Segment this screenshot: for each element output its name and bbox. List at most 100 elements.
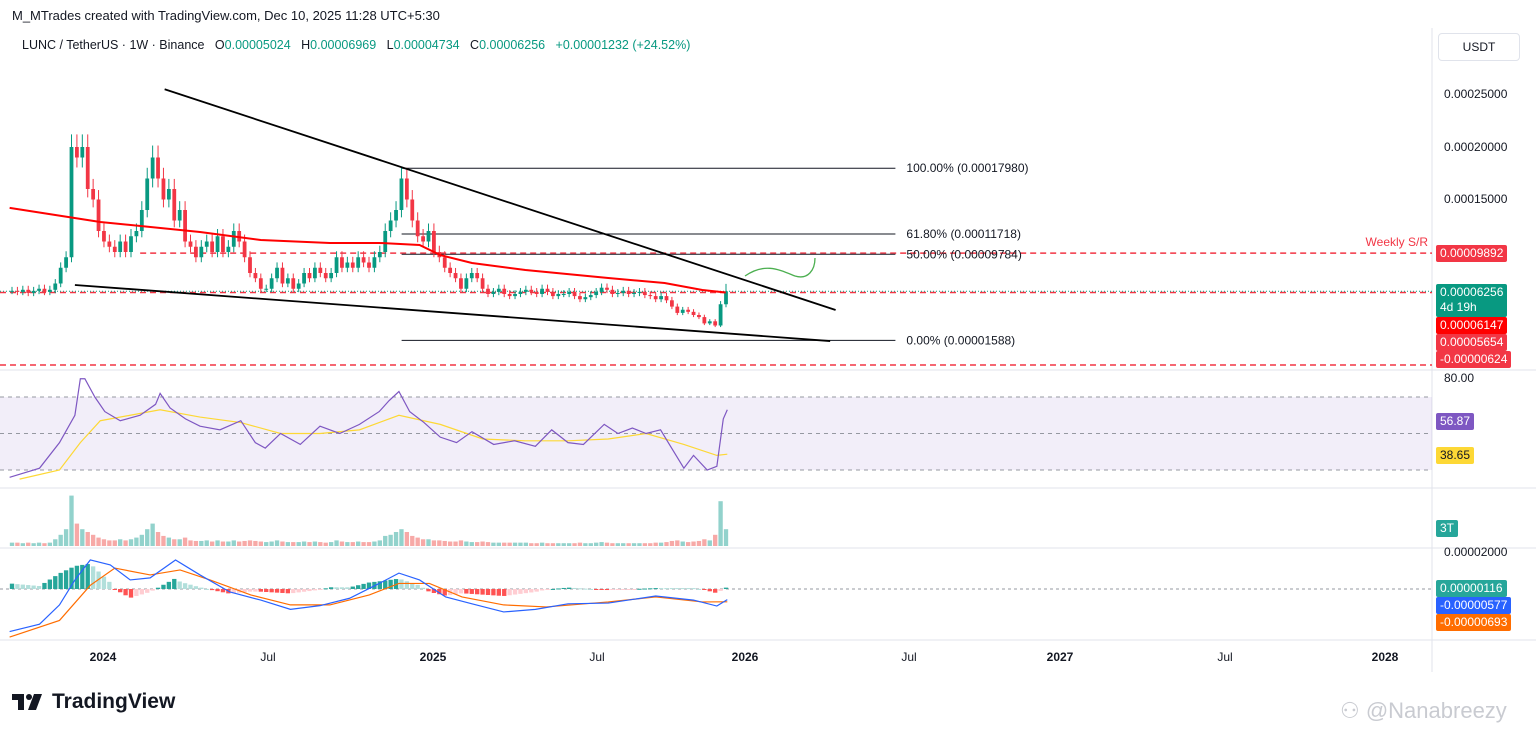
candle-body bbox=[659, 296, 663, 300]
currency-button[interactable]: USDT bbox=[1438, 33, 1520, 61]
volume-bar bbox=[534, 543, 539, 546]
macd-histogram-bar bbox=[215, 589, 220, 592]
volume-bar bbox=[539, 542, 545, 546]
macd-histogram-bar bbox=[258, 589, 263, 592]
volume-bar bbox=[226, 541, 231, 546]
candle-body bbox=[588, 295, 593, 298]
macd-histogram-bar bbox=[545, 589, 550, 590]
candle-body bbox=[540, 288, 544, 294]
macd-histogram-bar bbox=[388, 579, 393, 589]
macd-histogram-bar bbox=[485, 589, 491, 595]
time-tick: 2027 bbox=[1046, 650, 1074, 664]
volume-bar bbox=[372, 541, 377, 546]
candle-body bbox=[139, 210, 144, 231]
macd-histogram-bar bbox=[128, 589, 134, 598]
volume-bar bbox=[723, 529, 729, 546]
candle-body bbox=[545, 288, 550, 292]
volume-bar bbox=[15, 542, 20, 546]
candle-body bbox=[594, 291, 599, 296]
candle-body bbox=[107, 241, 112, 247]
candle-body bbox=[334, 257, 339, 273]
macd-histogram-bar bbox=[561, 587, 566, 589]
candle-body bbox=[356, 257, 361, 268]
volume-bar bbox=[269, 541, 274, 546]
macd-histogram-bar bbox=[496, 589, 501, 596]
volume-bar bbox=[291, 542, 296, 546]
macd-histogram-bar bbox=[36, 585, 42, 589]
macd-histogram-bar bbox=[637, 588, 642, 590]
logo-text: TradingView bbox=[52, 690, 176, 713]
candle-body bbox=[166, 189, 171, 200]
candle-body bbox=[664, 296, 669, 301]
macd-histogram-bar bbox=[410, 583, 415, 589]
bar-countdown: 4d 19h bbox=[1440, 300, 1477, 314]
tradingview-logo[interactable]: TradingView bbox=[12, 690, 175, 714]
candle-body bbox=[31, 290, 36, 293]
volume-bar bbox=[139, 534, 144, 546]
candle-body bbox=[621, 290, 626, 293]
volume-bar bbox=[128, 539, 134, 546]
volume-bar bbox=[47, 542, 53, 546]
volume-bar bbox=[118, 539, 123, 546]
macd-histogram-bar bbox=[177, 581, 182, 589]
macd-histogram-bar bbox=[80, 564, 85, 589]
candle-body bbox=[280, 267, 285, 284]
candle-body bbox=[10, 290, 14, 292]
macd-histogram-bar bbox=[572, 587, 577, 589]
volume-bar bbox=[388, 534, 393, 546]
macd-histogram-bar bbox=[631, 589, 637, 590]
macd-histogram-bar bbox=[291, 589, 296, 594]
candle-body bbox=[637, 291, 642, 293]
rsi-ma-line bbox=[19, 409, 728, 480]
volume-bar bbox=[318, 542, 323, 546]
volume-bar bbox=[350, 542, 355, 546]
candle-body bbox=[605, 287, 609, 290]
candle-body bbox=[388, 220, 393, 231]
volume-bar bbox=[145, 529, 150, 546]
macd-histogram-bar bbox=[134, 589, 139, 597]
macd-hist-tag: 0.00000116 bbox=[1436, 580, 1507, 597]
macd-histogram-bar bbox=[96, 571, 101, 589]
candle-body bbox=[58, 267, 63, 284]
macd-histogram-bar bbox=[648, 588, 653, 590]
price-tick: 0.00025000 bbox=[1444, 87, 1508, 101]
macd-histogram-bar bbox=[161, 584, 166, 589]
chart-credit: M_MTrades created with TradingView.com, … bbox=[12, 8, 440, 23]
candle-body bbox=[156, 157, 160, 179]
volume-bar bbox=[80, 529, 85, 546]
volume-bar bbox=[718, 501, 723, 546]
weekly-sr-label: Weekly S/R bbox=[1366, 235, 1429, 249]
macd-histogram-bar bbox=[404, 581, 410, 589]
macd-histogram-bar bbox=[247, 589, 253, 592]
rsi-line bbox=[9, 378, 728, 478]
volume-bar bbox=[188, 540, 193, 546]
symbol-name[interactable]: LUNC / TetherUS · 1W · Binance bbox=[22, 38, 205, 52]
candle-body bbox=[632, 292, 636, 294]
volume-bar bbox=[442, 540, 447, 546]
volume-bar bbox=[669, 540, 675, 546]
projection-drawing[interactable] bbox=[744, 257, 816, 278]
candle-body bbox=[453, 273, 458, 279]
macd-histogram-bar bbox=[642, 588, 648, 590]
candle-body bbox=[47, 289, 52, 292]
candle-body bbox=[199, 246, 204, 258]
candle-body bbox=[469, 273, 474, 279]
time-tick: Jul bbox=[1217, 650, 1233, 664]
candle-body bbox=[134, 231, 139, 237]
volume-bar bbox=[182, 537, 188, 546]
candle-body bbox=[383, 231, 388, 252]
candle-body bbox=[691, 311, 696, 315]
volume-bar bbox=[631, 543, 637, 546]
volume-bar bbox=[583, 543, 588, 546]
time-tick: 2025 bbox=[419, 650, 447, 664]
volume-bar bbox=[653, 542, 658, 546]
candle-body bbox=[318, 267, 323, 273]
volume-bar bbox=[691, 541, 696, 546]
candle-body bbox=[551, 291, 555, 297]
volume-bar bbox=[420, 539, 426, 546]
rsi-tick: 80.00 bbox=[1444, 371, 1475, 385]
volume-bar bbox=[258, 541, 263, 546]
candle-body bbox=[626, 290, 631, 294]
price-tick: 0.00020000 bbox=[1444, 140, 1508, 154]
